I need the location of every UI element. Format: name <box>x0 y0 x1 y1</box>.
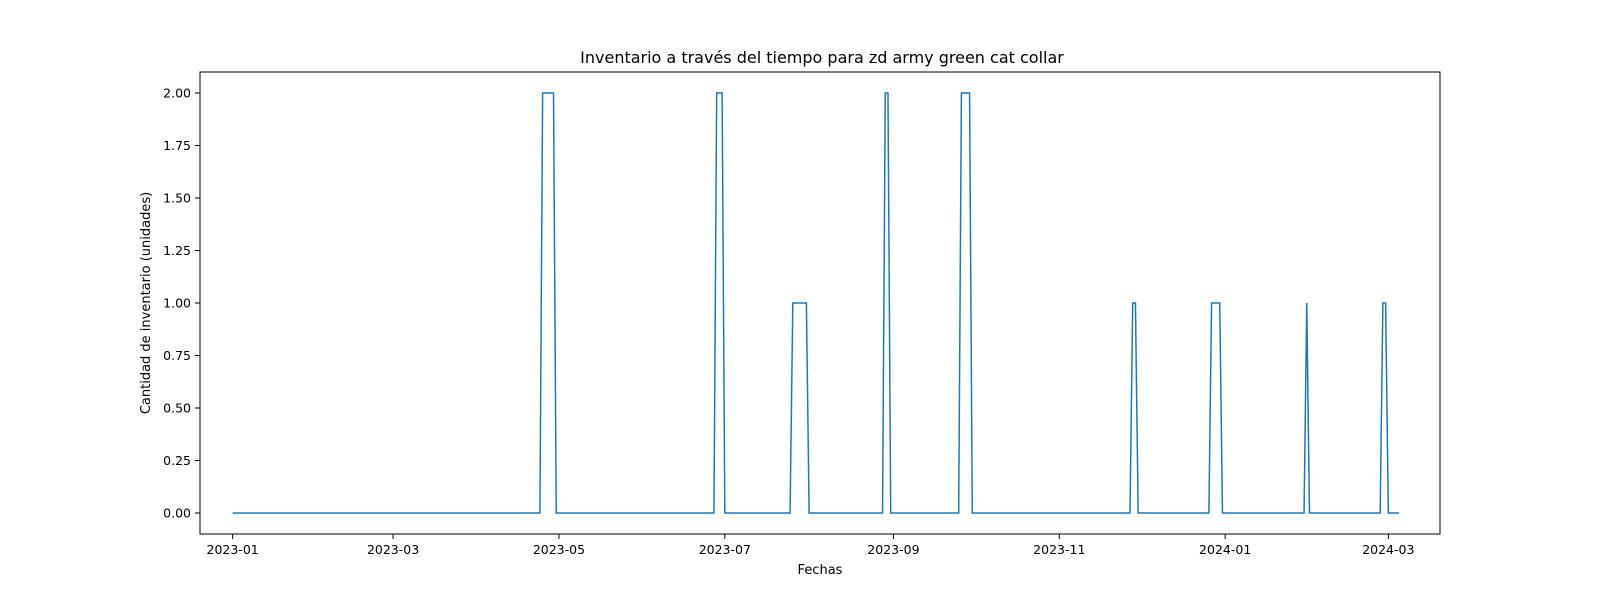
y-tick-label: 1.25 <box>163 243 191 258</box>
plot-area-frame <box>199 71 1441 535</box>
x-axis-ticks: 2023-01 2023-03 2023-05 2023-07 2023-09 2023-… <box>207 534 1414 557</box>
y-tick-label: 1.50 <box>163 191 191 206</box>
x-tick-label: 2024-01 <box>1199 542 1251 557</box>
x-tick-label: 2023-09 <box>867 542 919 557</box>
chart-title: Inventario a través del tiempo para zd a… <box>580 48 1064 67</box>
x-tick-label: 2023-05 <box>533 542 585 557</box>
y-tick-label: 1.00 <box>163 296 191 311</box>
x-tick-label: 2023-11 <box>1033 542 1085 557</box>
y-tick-label: 2.00 <box>163 86 191 101</box>
y-tick-label: 0.25 <box>163 453 191 468</box>
y-tick-label: 0.75 <box>163 348 191 363</box>
y-axis-label: Cantidad de inventario (unidades) <box>139 192 154 414</box>
x-tick-label: 2023-01 <box>207 542 259 557</box>
y-tick-label: 0.50 <box>163 401 191 416</box>
y-tick-label: 0.00 <box>163 506 191 521</box>
x-tick-label: 2023-07 <box>699 542 751 557</box>
series-line-inventory <box>232 92 1400 514</box>
x-tick-label: 2023-03 <box>367 542 419 557</box>
y-axis-ticks: 0.00 0.25 0.50 0.75 1.00 1.25 1.50 1.75 2.00 <box>163 86 200 521</box>
x-tick-label: 2024-03 <box>1362 542 1414 557</box>
x-axis-label: Fechas <box>798 563 843 578</box>
y-tick-label: 1.75 <box>163 138 191 153</box>
